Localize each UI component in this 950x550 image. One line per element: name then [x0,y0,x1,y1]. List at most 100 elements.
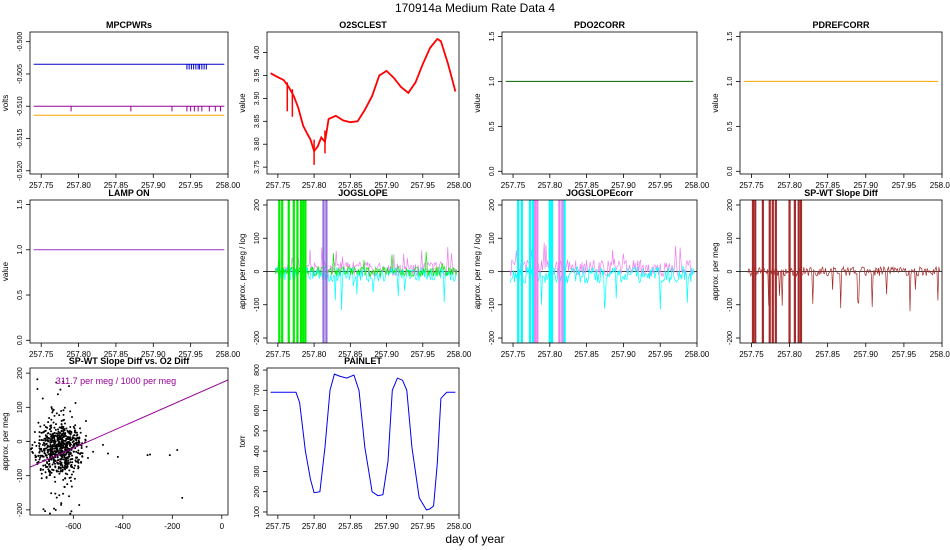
scatter-point [60,503,63,506]
scatter-point [46,444,49,447]
scatter-point [69,461,72,464]
y-tick-label: 0.0 [17,335,24,345]
scatter-point [43,424,46,427]
y-tick-label: 1.5 [727,32,734,42]
scatter-point [39,454,42,457]
scatter-point [45,454,48,457]
scatter-point [72,440,75,443]
scatter-point [81,455,84,458]
scatter-point [50,406,53,409]
scatter-point [39,469,42,472]
y-tick-label: 800 [254,364,261,376]
y-tick-label: -200 [727,331,734,345]
scatter-point [57,467,60,470]
scatter-point [54,492,57,495]
scatter-point [52,445,55,448]
x-tick-label: 257.85 [815,181,840,190]
x-tick-label: 257.80 [538,350,563,359]
scatter-point [43,449,46,452]
scatter-point [52,421,55,424]
scatter-point [50,430,53,433]
scatter-point [62,434,65,437]
scatter-point [44,447,47,450]
y-axis-label: torr [238,435,247,447]
scatter-point [39,456,42,459]
scatter-point [50,435,53,438]
scatter-point [50,418,53,421]
scatter-point [62,436,65,439]
scatter-point [75,437,78,440]
scatter-point [75,457,78,460]
scatter-point [38,450,41,453]
y-tick-label: 0.5 [17,290,24,300]
scatter-point [39,448,42,451]
scatter-point [71,416,74,419]
x-tick-label: 257.95 [178,350,203,359]
scatter-point [86,456,89,459]
chart-panel-6: JOGSLOPEcorr approx. per meg / log 257.75 2… [473,188,710,359]
scatter-point [69,476,72,479]
scatter-point [46,465,49,468]
scatter-point [53,507,56,510]
scatter-point [53,447,56,450]
scatter-point [59,460,62,463]
y-tick-label: 700 [254,384,261,396]
y-axis-label: value [473,93,482,113]
scatter-point [61,456,64,459]
scatter-point [62,458,65,461]
scatter-point [48,428,51,431]
scatter-point [35,444,38,447]
scatter-point [51,463,54,466]
scatter-point [52,461,55,464]
scatter-point [146,454,149,457]
scatter-point [55,435,58,438]
scatter-point [36,378,39,381]
scatter-point [46,456,49,459]
scatter-point [43,437,46,440]
x-tick-label: 258.00 [216,350,241,359]
scatter-point [69,410,72,413]
scatter-point [37,421,40,424]
x-tick-label: 258.00 [685,181,710,190]
scatter-point [74,429,77,432]
x-tick-label: 257.90 [854,350,879,359]
y-tick-label: -0.520 [17,161,24,181]
scatter-point [77,461,80,464]
x-tick-label: 257.95 [648,350,673,359]
scatter-point [70,431,73,434]
scatter-point [66,483,69,486]
scatter-point [56,432,59,435]
x-tick-label: 258.00 [216,181,241,190]
scatter-point [69,437,72,440]
scatter-point [48,453,51,456]
scatter-point [64,433,67,436]
x-tick-label: 258.00 [685,350,710,359]
scatter-point [59,466,62,469]
plot-area [30,378,228,515]
chart-panel-9: PAINLET torr 257.75 257.80 257.85 257.90 257.9… [238,356,472,531]
scatter-point [44,452,47,455]
y-tick-label: 0.0 [489,166,496,176]
scatter-point [64,453,67,456]
scatter-point [52,451,55,454]
scatter-point [78,504,81,507]
scatter-point [53,476,56,479]
scatter-point [57,430,60,433]
scatter-point [69,433,72,436]
y-tick-label: -0.505 [17,64,24,84]
scatter-point [41,450,44,453]
scatter-point [41,454,44,457]
scatter-point [70,485,73,488]
plot-area [502,200,697,343]
plot-area [33,63,225,116]
scatter-point [67,453,70,456]
plot-frame [266,199,460,344]
scatter-point [71,466,74,469]
scatter-point [48,416,51,419]
scatter-point [47,421,50,424]
scatter-point [60,458,63,461]
scatter-point [77,449,80,452]
scatter-point [50,471,53,474]
panel-title: SP-WT Slope Diff vs. O2 Diff [69,356,191,366]
panel-title: LAMP ON [108,188,149,198]
